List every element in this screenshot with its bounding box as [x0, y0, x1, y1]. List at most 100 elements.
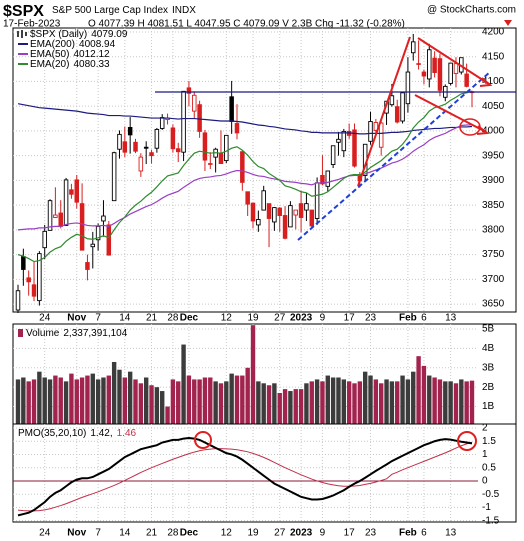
candle-body: [149, 152, 154, 157]
annotations: [155, 36, 516, 451]
x-tick-label: 14: [119, 528, 131, 539]
volume-bar: [229, 373, 234, 424]
candle-body: [288, 205, 293, 228]
candle-body: [197, 104, 202, 132]
legend-entry: $SPX (Daily) 4079.09: [30, 29, 128, 40]
volume-bar: [224, 381, 229, 424]
candle-body: [304, 203, 309, 211]
y-tick-label: 0.5: [482, 462, 496, 473]
candle-body: [240, 151, 245, 183]
volume-bar: [186, 375, 192, 424]
volume-bar: [453, 383, 459, 424]
volume-bar: [261, 383, 266, 424]
volume-bar: [469, 380, 475, 424]
y-tick-label: 4100: [482, 76, 505, 87]
volume-bar: [154, 387, 160, 424]
volume-bar: [245, 367, 250, 424]
volume-bar: [149, 385, 154, 424]
candle-body: [405, 71, 411, 105]
volume-bar: [373, 379, 379, 424]
volume-bar: [256, 381, 261, 424]
x-tick-label: Feb: [399, 313, 417, 324]
volume-bar: [192, 379, 197, 424]
legend-value: 1.42: [90, 428, 110, 439]
y-tick-label: -1.5: [482, 515, 500, 526]
volume-bar: [250, 325, 256, 424]
volume-bar: [459, 379, 464, 424]
candle-body: [31, 284, 37, 297]
candle-body: [368, 121, 373, 142]
x-tick-label: Feb: [399, 528, 417, 539]
x-tick-label: Dec: [180, 528, 199, 539]
candle-body: [448, 62, 453, 84]
candle-body: [181, 90, 186, 153]
volume-bar: [218, 383, 224, 424]
legend-name: PMO(35,20,10): [18, 428, 86, 439]
volume-bar: [143, 377, 149, 424]
volume-bar: [437, 379, 443, 424]
candle-body: [170, 127, 176, 150]
volume-bar: [405, 379, 411, 424]
y-tick-label: -0.5: [482, 489, 500, 500]
candle-body: [229, 96, 234, 122]
x-tick-label: Nov: [67, 313, 86, 324]
candle-body: [58, 212, 63, 227]
y-tick-label: 4050: [482, 101, 505, 112]
volume-bar: [336, 377, 341, 424]
volume-bar: [432, 377, 437, 424]
x-tick-label: 28: [167, 313, 179, 324]
candle-body: [234, 123, 240, 134]
x-tick-label: 6: [421, 313, 427, 324]
candle-body: [400, 92, 405, 122]
volume-bar: [15, 379, 21, 424]
candle-body: [389, 95, 395, 106]
candle-body: [394, 106, 400, 123]
volume-bar: [47, 379, 53, 424]
x-tick-label: 17: [344, 313, 356, 324]
legend-value: 2,337,391,104: [63, 328, 127, 339]
candle-body: [464, 73, 469, 87]
y-tick-label: 1.5: [482, 436, 496, 447]
candle-body: [208, 163, 213, 165]
volume-bar: [160, 391, 165, 424]
candle-body: [15, 290, 21, 311]
volume-bar: [31, 379, 37, 424]
line-series: [17, 103, 473, 135]
volume-bar: [58, 377, 63, 424]
volume-bar: [69, 373, 74, 424]
volume-bar: [298, 389, 304, 424]
y-tick-label: 3650: [482, 299, 505, 310]
y-tick-label: 3B: [482, 362, 495, 373]
volume-bar: [42, 377, 47, 424]
candle-body: [277, 207, 282, 216]
legend-swatch: [18, 329, 23, 337]
candle-body: [53, 214, 58, 218]
candle-body: [79, 203, 85, 251]
legend-entry: PMO(35,20,10) 1.42, 1.46: [18, 428, 137, 439]
x-tick-label: 24: [39, 313, 51, 324]
volume-bar: [411, 371, 416, 424]
candle-body: [266, 203, 272, 219]
x-tick-label: 7: [95, 528, 101, 539]
y-tick-label: 3750: [482, 249, 505, 260]
volume-bar: [288, 391, 293, 424]
line-series: [17, 90, 473, 263]
volume-bar: [346, 381, 352, 424]
highlight-circle: [457, 431, 477, 451]
x-tick-label: 12: [221, 313, 233, 324]
volume-bar: [309, 381, 314, 424]
y-tick-label: 0: [482, 476, 488, 487]
x-tick-label: 12: [221, 528, 233, 539]
legend-entry: Volume 2,337,391,104: [26, 328, 128, 339]
volume-bar: [416, 356, 421, 424]
x-tick-label: 27: [274, 313, 286, 324]
volume-bar: [202, 377, 208, 424]
volume-bar: [368, 375, 373, 424]
candle-body: [133, 141, 138, 152]
candle-body: [42, 230, 47, 249]
legend-value: 4008.94: [79, 39, 116, 50]
y-tick-label: 4000: [482, 126, 505, 137]
candle-body: [74, 179, 80, 203]
volume-bar: [170, 379, 176, 424]
candle-body: [320, 174, 325, 185]
